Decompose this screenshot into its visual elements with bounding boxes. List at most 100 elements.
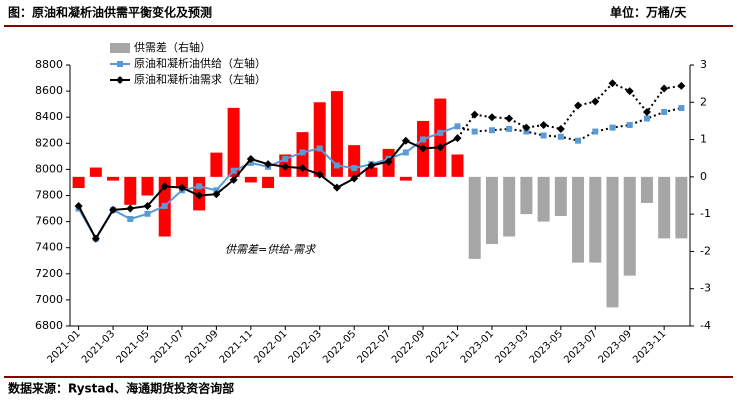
point (642, 107, 651, 116)
bar (554, 176, 567, 217)
source-note: 数据来源：Rystad、海通期货投资咨询部 (8, 381, 234, 396)
point (539, 121, 548, 130)
x-tick-label: 2023-01 (459, 328, 496, 365)
point (592, 128, 599, 135)
y2-tick-label: -1 (700, 207, 711, 220)
y-tick-label: 7000 (35, 293, 63, 306)
point (160, 182, 169, 191)
point (540, 132, 547, 139)
bar (210, 152, 223, 177)
bar (675, 176, 688, 239)
bar (141, 176, 154, 196)
point (471, 128, 478, 135)
y2-tick-label: -3 (700, 282, 711, 295)
point (470, 110, 479, 119)
point (556, 124, 565, 133)
point (575, 137, 582, 144)
bar (227, 107, 240, 177)
point (117, 61, 123, 67)
y2-tick-label: 2 (700, 95, 707, 108)
y2-tick-label: -2 (700, 244, 711, 257)
point (144, 210, 151, 217)
bar (330, 91, 343, 177)
x-tick-label: 2022-05 (321, 328, 358, 365)
legend-label: 原油和凝析油供给（左轴） (134, 56, 266, 70)
x-tick-label: 2023-11 (631, 328, 668, 365)
point (506, 125, 513, 132)
bar (572, 176, 585, 263)
y-tick-label: 8000 (35, 162, 63, 175)
x-tick-label: 2021-11 (218, 328, 255, 365)
bar (262, 176, 275, 189)
point (678, 105, 685, 112)
point (109, 205, 118, 214)
point (574, 101, 583, 110)
y2-tick-label: 1 (700, 133, 707, 146)
x-tick-label: 2021-09 (183, 328, 220, 365)
x-tick-label: 2022-01 (252, 328, 289, 365)
point (264, 160, 273, 169)
point (436, 143, 445, 152)
point (212, 190, 221, 199)
point (74, 201, 83, 210)
bar (399, 176, 412, 181)
y-tick-label: 6800 (35, 319, 63, 332)
y2-tick-label: -4 (700, 319, 711, 332)
point (316, 145, 323, 152)
x-tick-label: 2023-07 (562, 328, 599, 365)
x-tick-label: 2023-03 (493, 328, 530, 365)
point (643, 115, 650, 122)
bar (589, 176, 602, 263)
bar (503, 176, 516, 237)
bar (107, 176, 120, 181)
point (126, 204, 135, 213)
annotation: 供需差=供给-需求 (225, 243, 317, 256)
bar (72, 176, 85, 189)
y-tick-label: 8200 (35, 136, 63, 149)
bar (451, 154, 464, 177)
x-tick-label: 2022-11 (424, 328, 461, 365)
bar (348, 145, 361, 177)
bar (124, 176, 137, 205)
forecast-line (474, 107, 682, 142)
point (332, 183, 341, 192)
x-tick-label: 2021-01 (46, 328, 83, 365)
x-tick-label: 2021-07 (149, 328, 186, 365)
point (454, 123, 461, 130)
point (661, 108, 668, 115)
chart-title: 图：原油和凝析油供需平衡变化及预测 (8, 5, 212, 20)
y-tick-label: 7400 (35, 241, 63, 254)
point (609, 124, 616, 131)
point (626, 122, 633, 129)
point (350, 174, 359, 183)
point (91, 234, 100, 243)
point (282, 155, 289, 162)
bar (623, 176, 636, 276)
point (229, 175, 238, 184)
y-tick-label: 7600 (35, 215, 63, 228)
point (487, 113, 496, 122)
x-tick-label: 2023-05 (528, 328, 565, 365)
point (367, 161, 376, 170)
x-tick-label: 2021-05 (114, 328, 151, 365)
bar (640, 176, 653, 203)
point (127, 215, 134, 222)
point (625, 87, 634, 96)
legend-label: 原油和凝析油需求（左轴） (134, 72, 266, 86)
y-tick-label: 7800 (35, 189, 63, 202)
point (177, 183, 186, 192)
point (437, 129, 444, 136)
bar (468, 176, 481, 259)
y-tick-label: 8400 (35, 110, 63, 123)
point (419, 144, 428, 153)
bar (365, 167, 378, 177)
point (384, 157, 393, 166)
x-tick-label: 2022-09 (390, 328, 427, 365)
point (557, 133, 564, 140)
bar (520, 176, 533, 215)
unit-label: 单位：万桶/天 (610, 5, 687, 20)
point (299, 149, 306, 156)
y2-tick-label: 0 (700, 170, 707, 183)
point (401, 136, 410, 145)
y-tick-label: 8800 (35, 58, 63, 71)
